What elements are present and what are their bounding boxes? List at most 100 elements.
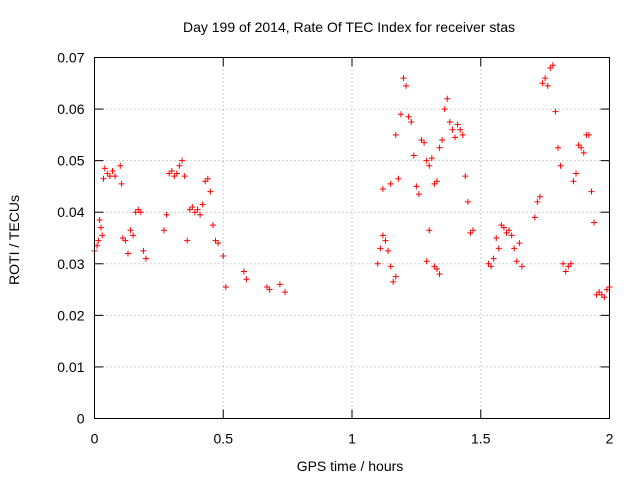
y-axis-ticks: 0 0.01 0.02 0.03 0.04 0.05 0.06 0.07 xyxy=(57,50,610,427)
data-point xyxy=(171,173,178,180)
x-tick-label: 1.5 xyxy=(471,431,491,447)
data-point xyxy=(415,191,422,198)
data-point xyxy=(132,209,139,216)
data-point xyxy=(96,216,103,223)
data-point xyxy=(104,170,111,177)
data-point xyxy=(204,175,211,182)
data-point xyxy=(508,232,515,239)
data-point xyxy=(439,137,446,144)
data-point xyxy=(143,255,149,262)
data-point xyxy=(106,173,113,180)
data-point xyxy=(418,137,425,144)
y-tick-label: 0.02 xyxy=(57,307,84,323)
data-point xyxy=(109,167,116,174)
data-point xyxy=(598,291,605,298)
data-point xyxy=(467,229,474,236)
data-point xyxy=(596,289,603,296)
data-point xyxy=(485,260,492,267)
data-point xyxy=(457,126,464,133)
data-point xyxy=(560,260,567,267)
data-point xyxy=(191,209,198,216)
data-point xyxy=(173,170,180,177)
data-point xyxy=(585,131,592,138)
data-point xyxy=(511,245,518,252)
data-point xyxy=(118,180,125,187)
data-point xyxy=(161,227,168,234)
data-point xyxy=(454,121,461,128)
data-point xyxy=(99,232,106,239)
data-point xyxy=(166,170,173,177)
data-point xyxy=(601,294,608,301)
data-point xyxy=(137,209,144,216)
data-point xyxy=(186,206,193,213)
data-point xyxy=(212,237,219,244)
data-point xyxy=(518,263,525,270)
data-point xyxy=(382,237,389,244)
y-tick-label: 0.06 xyxy=(57,101,84,117)
data-point xyxy=(240,268,247,275)
data-point xyxy=(101,165,108,172)
data-point xyxy=(209,222,216,229)
data-point xyxy=(181,173,188,180)
data-point xyxy=(194,206,201,213)
data-point xyxy=(516,240,523,247)
data-point xyxy=(176,162,183,169)
data-point xyxy=(464,198,471,205)
data-point xyxy=(603,286,610,293)
data-point xyxy=(488,263,495,270)
data-point xyxy=(410,152,417,159)
data-point xyxy=(500,224,507,231)
data-point xyxy=(163,211,170,218)
data-point xyxy=(374,260,381,267)
data-point xyxy=(506,227,513,234)
data-point xyxy=(591,219,598,226)
data-point xyxy=(127,227,134,234)
data-point xyxy=(490,255,497,262)
data-point xyxy=(119,235,126,241)
data-points xyxy=(91,62,613,301)
data-point xyxy=(431,263,438,270)
data-point xyxy=(431,180,438,187)
x-tick-label: 2 xyxy=(606,431,614,447)
data-point xyxy=(379,186,386,193)
data-point xyxy=(124,250,131,257)
data-point xyxy=(470,227,477,234)
y-tick-label: 0.01 xyxy=(57,359,84,375)
data-point xyxy=(215,240,222,247)
data-point xyxy=(282,289,289,296)
data-point xyxy=(423,157,430,164)
data-point xyxy=(503,229,510,236)
data-point xyxy=(573,170,580,177)
data-point xyxy=(140,247,147,254)
data-point xyxy=(428,155,435,162)
data-point xyxy=(379,232,386,239)
plot-border xyxy=(94,57,610,419)
data-point xyxy=(495,245,502,252)
data-point xyxy=(498,222,505,229)
y-tick-label: 0.07 xyxy=(57,50,84,66)
data-point xyxy=(117,162,124,169)
grid-lines xyxy=(94,57,610,419)
data-point xyxy=(433,178,440,185)
data-point xyxy=(449,126,456,133)
data-point xyxy=(436,144,443,151)
data-point xyxy=(276,281,283,288)
data-point xyxy=(397,111,404,118)
data-point xyxy=(135,206,142,213)
data-point xyxy=(539,80,546,87)
data-point xyxy=(387,180,394,187)
data-point xyxy=(243,276,250,283)
data-point xyxy=(593,291,600,298)
data-point xyxy=(220,253,227,260)
data-point xyxy=(179,157,186,164)
data-point xyxy=(452,134,458,141)
data-point xyxy=(264,283,271,290)
data-point xyxy=(112,173,119,180)
data-point xyxy=(387,263,394,270)
data-point xyxy=(555,144,561,151)
data-point xyxy=(570,178,577,185)
data-point xyxy=(122,237,129,244)
data-point xyxy=(390,278,397,285)
data-point xyxy=(549,62,556,69)
